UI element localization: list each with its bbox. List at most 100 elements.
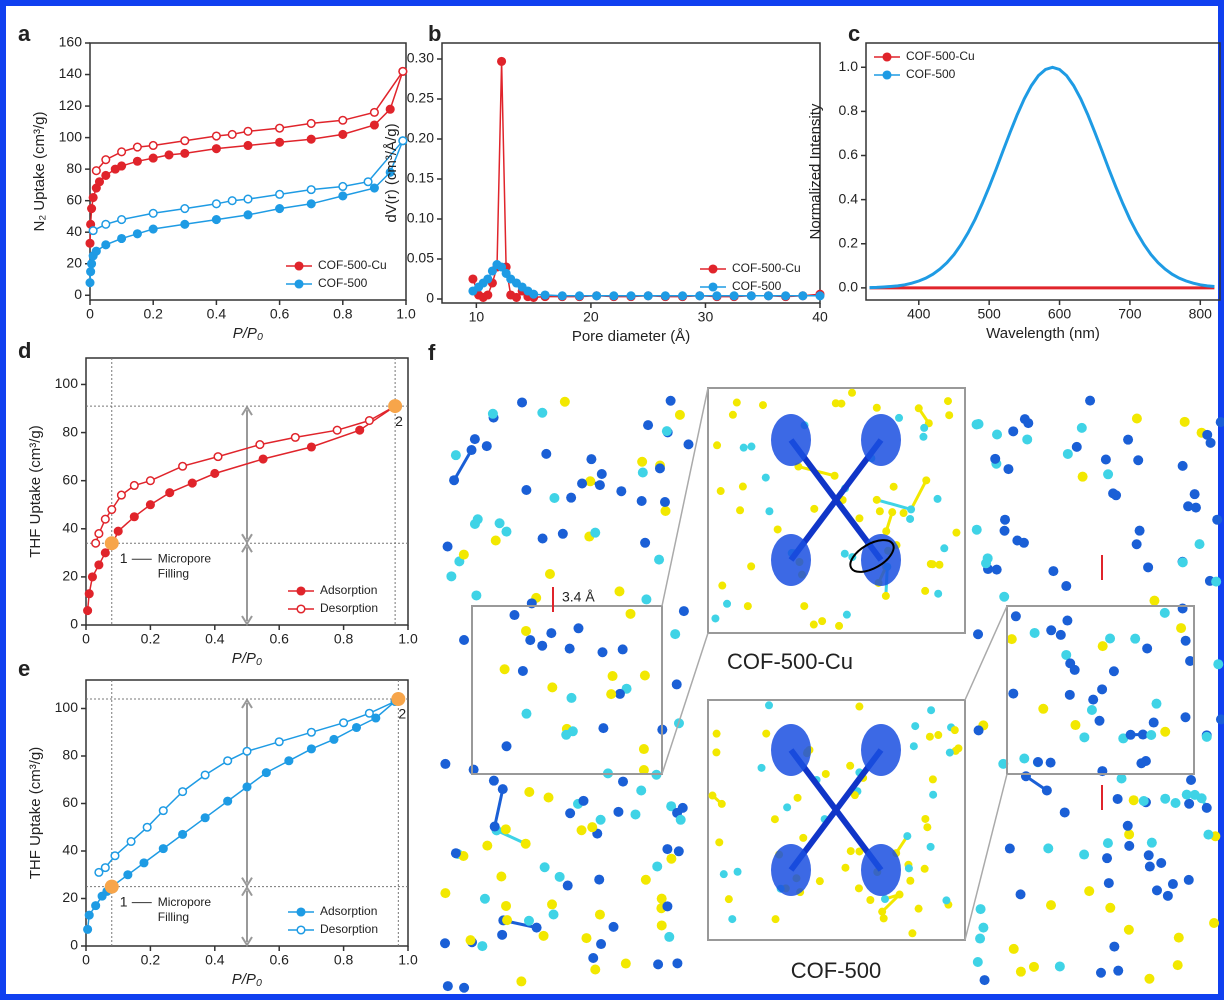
zoom-connector [964,773,1008,941]
atom [909,742,918,751]
data-point [87,259,97,269]
data-point [132,229,142,239]
atom [521,708,532,719]
atom [517,397,528,408]
key-point [388,399,403,414]
atom [1162,890,1173,901]
data-point [178,461,188,471]
bond [495,828,527,846]
data-point [145,500,155,510]
atom [728,915,737,924]
atom [1201,731,1212,742]
atom [636,495,647,506]
zoom-region [1006,605,1195,775]
data-point [329,734,339,744]
legend-marker [296,604,306,614]
plot-frame [89,42,407,301]
data-point [284,756,294,766]
x-tick-label: 1.0 [398,952,418,968]
data-point [364,415,374,426]
x-tick-label: 0 [82,631,90,647]
atom [899,509,908,518]
data-point [261,768,271,778]
atom [920,864,929,873]
atom [554,871,565,882]
atom [842,610,851,619]
atom [1124,829,1135,840]
atom [1143,850,1154,861]
x-tick-label: 0.6 [269,952,289,968]
atom [854,884,863,893]
atom [497,929,508,940]
data-point [83,606,93,616]
atom [524,787,535,798]
data-point [117,147,127,157]
atom [982,553,993,564]
atom [675,814,686,825]
panel-label: e [18,656,30,681]
atom [1179,416,1190,427]
atom [1202,429,1213,440]
atom [638,744,649,755]
x-tick-label: 0.4 [205,952,225,968]
legend-marker [294,261,304,271]
atom [501,526,512,537]
data-point [351,722,362,733]
atom [1189,489,1200,500]
data-point [139,858,149,868]
panel-label: d [18,338,31,363]
atom [465,935,476,946]
atom [1113,965,1124,976]
atom [1196,793,1207,804]
x-tick-label: 0.4 [205,631,225,647]
atom [596,469,607,480]
data-point [113,526,123,536]
y-tick-label: 0.20 [407,130,434,146]
atom [765,507,774,516]
atom [620,958,631,969]
atom [548,909,559,920]
atom [539,862,550,873]
y-tick-label: 0.05 [407,250,434,266]
data-point [148,140,158,151]
atom [671,679,682,690]
atom [520,625,531,636]
data-point [84,910,94,920]
panel-label: a [18,21,31,46]
atom [630,809,641,820]
data-point [369,107,379,117]
atom [1085,395,1096,406]
atom [481,441,492,452]
atom [1177,557,1188,568]
y-tick-label: 1.0 [839,58,859,74]
atom [793,793,802,802]
atom [625,608,636,619]
data-point [781,291,791,301]
atom [1079,732,1090,743]
atom [1180,712,1191,723]
x-tick-label: 1.0 [396,306,416,322]
atom [992,429,1003,440]
data-point [91,246,101,256]
atom [799,833,808,842]
atom [618,776,629,787]
data-point [306,134,316,144]
key-point-label: 1 [120,893,128,909]
atom [1077,471,1088,482]
atom [509,610,520,621]
y-tick-label: 160 [59,34,83,50]
atom [732,398,741,407]
atom [1088,694,1099,705]
atom [715,838,724,847]
y-tick-label: 0.8 [839,102,859,118]
atom [501,741,512,752]
atom [606,689,617,700]
y-tick-label: 0.6 [839,146,859,162]
data-point [338,115,348,125]
data-point [178,829,188,839]
atom [678,606,689,617]
atom [673,846,684,857]
atom [971,524,982,535]
data-point [729,291,739,301]
data-point [355,425,365,435]
